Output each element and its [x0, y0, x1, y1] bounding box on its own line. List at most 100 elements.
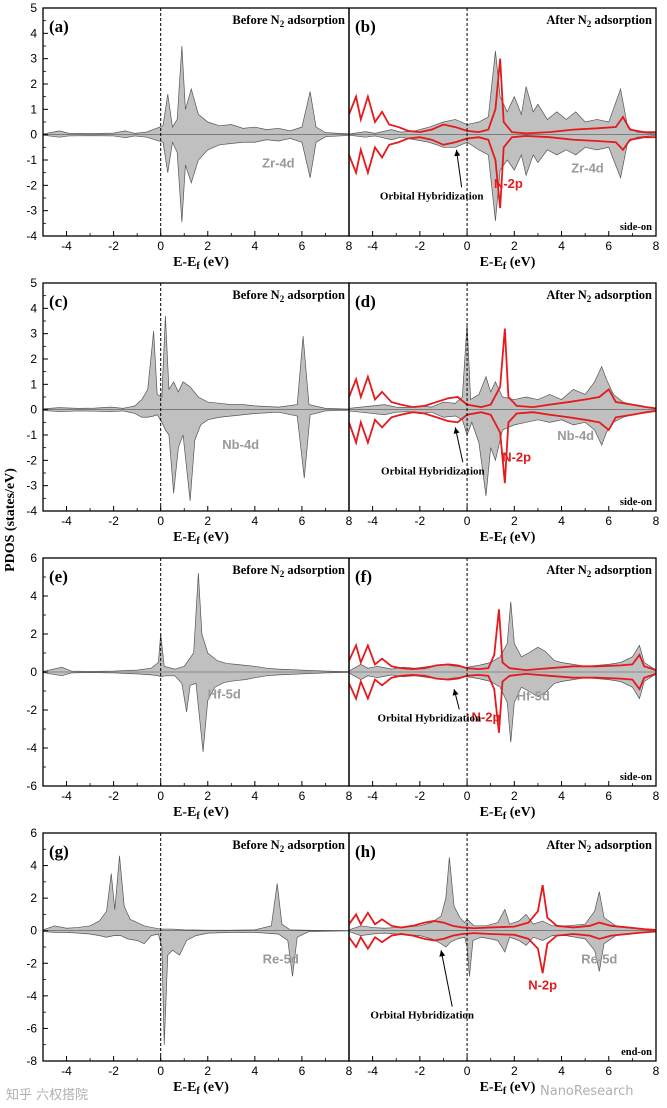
y-tick-label: 2: [30, 352, 37, 366]
chart-row-2: -4 -2 0 2 4 6 8 -6 -4 -2 0 2 4 6 E-Ef (eV) (e) Before N2…: [26, 551, 659, 822]
panel-title: Before N2 adsorption: [232, 563, 345, 579]
x-tick-label: 0: [157, 789, 164, 803]
x-tick-label: 6: [299, 1064, 306, 1078]
metal-pdos-area: [349, 51, 656, 221]
x-tick-label: 4: [252, 514, 259, 528]
panel-letter: (d): [355, 292, 376, 311]
y-tick-label: -3: [26, 479, 37, 493]
metal-series-label: Nb-4d: [222, 437, 259, 452]
x-tick-label: -2: [108, 1064, 119, 1078]
x-tick-label: 0: [157, 239, 164, 253]
x-axis-label: E-Ef (eV): [173, 530, 229, 547]
x-axis-label: E-Ef (eV): [480, 255, 536, 272]
y-tick-label: 6: [30, 551, 37, 565]
panel-e: -4 -2 0 2 4 6 8 -6 -4 -2 0 2 4 6 E-Ef (eV) (e) Before N2…: [26, 551, 352, 822]
watermark-left: 知乎 六权搭院: [6, 1088, 89, 1103]
y-tick-label: -2: [26, 956, 37, 970]
panel-title: After N2 adsorption: [546, 288, 652, 304]
x-tick-label: 2: [511, 514, 518, 528]
plot-area: [43, 573, 349, 752]
panel-g: -4 -2 0 2 4 6 8 -8 -6 -4 -2 0 2 4 6 E-Ef (eV) (g) Before …: [26, 826, 352, 1097]
x-tick-label: 4: [252, 1064, 259, 1078]
x-tick-label: 0: [464, 789, 471, 803]
adsorption-mode-label: end-on: [621, 1047, 652, 1058]
x-tick-label: 8: [653, 1064, 660, 1078]
plot-area: [43, 855, 349, 1045]
y-tick-label: -2: [26, 703, 37, 717]
y-tick-label: -3: [26, 204, 37, 218]
metal-pdos-area: [43, 573, 349, 752]
plot-area: [349, 857, 656, 977]
x-tick-label: 8: [653, 514, 660, 528]
plot-area: [349, 323, 656, 496]
x-tick-label: 4: [558, 514, 565, 528]
plot-area: [43, 315, 349, 501]
metal-series-label: Zr-4d: [262, 156, 295, 171]
x-axis-label: E-Ef (eV): [173, 1080, 229, 1097]
n2p-series-label: N-2p: [502, 450, 531, 465]
n2p-series-label: N-2p: [472, 709, 501, 724]
metal-pdos-area: [43, 315, 349, 501]
y-tick-label: -8: [26, 1054, 37, 1068]
hybridization-label: Orbital Hybridization: [370, 1010, 474, 1022]
y-tick-label: 2: [30, 891, 37, 905]
x-tick-label: 4: [252, 789, 259, 803]
x-tick-label: 4: [558, 789, 565, 803]
panel-title: After N2 adsorption: [546, 563, 652, 579]
metal-series-label: Zr-4d: [571, 161, 604, 176]
x-tick-label: 2: [204, 239, 211, 253]
x-tick-label: 6: [299, 789, 306, 803]
y-tick-label: 0: [30, 403, 37, 417]
x-tick-label: 0: [464, 239, 471, 253]
watermark-right: NanoResearch: [540, 1084, 634, 1099]
y-tick-label: 2: [30, 77, 37, 91]
panel-c: -4 -2 0 2 4 6 8 -4 -3 -2 -1 0 1 2 3 4 5 E-Ef (eV) (c) Befor…: [26, 276, 352, 547]
x-tick-label: 8: [653, 239, 660, 253]
x-tick-label: 0: [464, 514, 471, 528]
y-tick-label: 2: [30, 627, 37, 641]
x-tick-label: 0: [157, 514, 164, 528]
x-tick-label: 4: [252, 239, 259, 253]
metal-series-label: Hf-5d: [517, 689, 550, 704]
chart-row-0: -4 -2 0 2 4 6 8 -4 -3 -2 -1 0 1 2 3 4 5 E-Ef (eV) (a) Befor…: [26, 1, 659, 272]
x-tick-label: -2: [415, 789, 426, 803]
chart-row-1: -4 -2 0 2 4 6 8 -4 -3 -2 -1 0 1 2 3 4 5 E-Ef (eV) (c) Befor…: [26, 276, 659, 547]
x-tick-label: -2: [108, 239, 119, 253]
panel-h: -4 -2 0 2 4 6 8 E-Ef (eV) (h) After N2 adsorption…: [348, 832, 660, 1097]
n2p-curve-up: [349, 884, 656, 931]
y-tick-label: 5: [30, 276, 37, 290]
panel-title: Before N2 adsorption: [232, 13, 345, 29]
x-tick-label: 2: [204, 514, 211, 528]
hybridization-label: Orbital Hybridization: [380, 190, 484, 202]
chart-row-3: -4 -2 0 2 4 6 8 -8 -6 -4 -2 0 2 4 6 E-Ef (eV) (g) Before …: [26, 826, 659, 1097]
adsorption-mode-label: side-on: [620, 772, 652, 783]
x-tick-label: 2: [204, 789, 211, 803]
panel-letter: (b): [355, 17, 376, 36]
x-tick-label: -4: [61, 514, 72, 528]
x-tick-label: 2: [511, 1064, 518, 1078]
x-tick-label: -2: [108, 514, 119, 528]
panel-frame: [348, 282, 657, 512]
hybridization-label: Orbital Hybridization: [381, 465, 485, 477]
panel-letter: (f): [355, 567, 372, 586]
y-tick-label: 5: [30, 1, 37, 15]
n2p-curve-down: [349, 410, 656, 484]
y-axis-label: PDOS (states/eV): [3, 468, 18, 572]
x-tick-label: 6: [299, 514, 306, 528]
metal-series-label: Re-5d: [263, 951, 299, 966]
y-tick-label: 3: [30, 327, 37, 341]
panel-b: -4 -2 0 2 4 6 8 E-Ef (eV) (b) After N2 adsorption…: [348, 7, 660, 272]
x-tick-label: 6: [605, 789, 612, 803]
metal-series-label: Re-5d: [581, 951, 617, 966]
panel-a: -4 -2 0 2 4 6 8 -4 -3 -2 -1 0 1 2 3 4 5 E-Ef (eV) (a) Befor…: [26, 1, 352, 272]
n2p-curve-down: [349, 930, 656, 974]
y-tick-label: 4: [30, 26, 37, 40]
y-tick-label: -6: [26, 1021, 37, 1035]
x-tick-label: -2: [415, 1064, 426, 1078]
panel-frame: [348, 557, 657, 787]
x-tick-label: 8: [346, 239, 353, 253]
metal-series-label: Hf-5d: [208, 687, 241, 702]
x-tick-label: 2: [511, 789, 518, 803]
y-tick-label: -4: [26, 229, 37, 243]
